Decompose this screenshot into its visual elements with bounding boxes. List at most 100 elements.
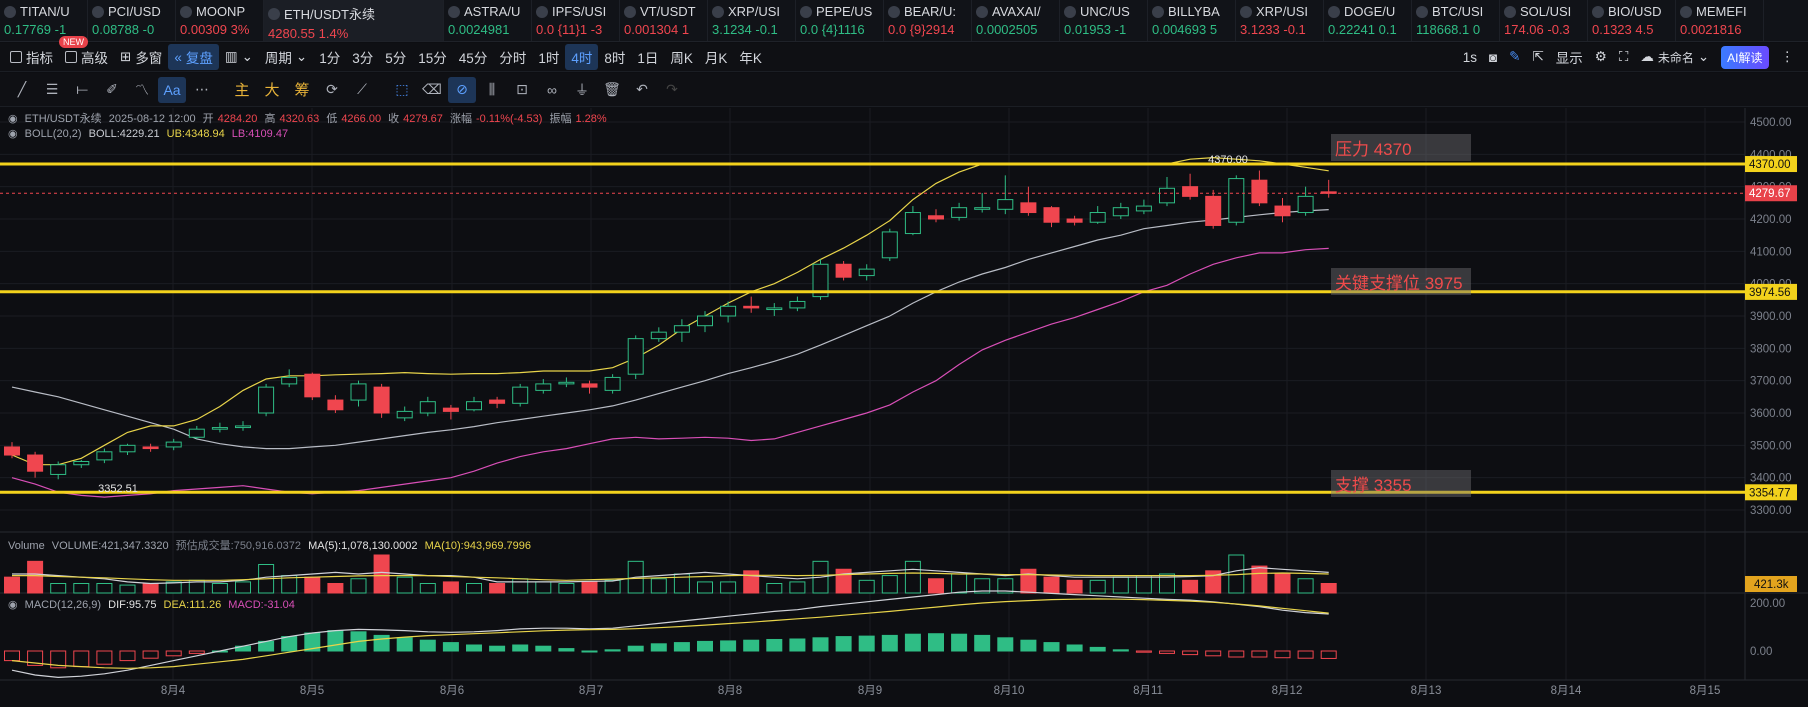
ticker-7[interactable]: XRP/USI 3.1234 -0.1 bbox=[708, 0, 796, 41]
ticker-3[interactable]: ETH/USDT永续 4280.55 1.4% bbox=[264, 0, 444, 41]
ticker-15[interactable]: BTC/USI 118668.1 0 bbox=[1412, 0, 1500, 41]
ticker-13[interactable]: XRP/USI 3.1233 -0.1 bbox=[1236, 0, 1324, 41]
fullscreen-icon[interactable]: ⛶ bbox=[1618, 49, 1629, 64]
pen-icon[interactable]: ✎ bbox=[1509, 49, 1521, 64]
volume-bar bbox=[396, 576, 413, 594]
ticker-14[interactable]: DOGE/U 0.22241 0.1 bbox=[1324, 0, 1412, 41]
replay-button[interactable]: «复盘 bbox=[168, 44, 219, 70]
layout-save-button[interactable]: ☁ 未命名 ⌄ bbox=[1640, 49, 1710, 65]
interval-12[interactable]: 年K bbox=[739, 51, 762, 66]
candle-body bbox=[673, 325, 690, 333]
filter-icon[interactable]: ⏚ bbox=[575, 81, 589, 98]
date-axis-label: 8月13 bbox=[1411, 685, 1442, 697]
lock-icon[interactable]: ⊡ bbox=[516, 81, 528, 97]
more-options-icon[interactable]: ⋮ bbox=[1780, 49, 1795, 64]
chip-toggle[interactable]: 筹 bbox=[294, 82, 310, 99]
macd-histogram-bar bbox=[1182, 650, 1199, 656]
support-annotation[interactable]: 支撑 3355 bbox=[1331, 470, 1471, 497]
candle-body bbox=[27, 454, 44, 472]
ticker-4[interactable]: ASTRA/U 0.0024981 bbox=[444, 0, 532, 41]
ticker-12[interactable]: BILLYBA 0.004693 5 bbox=[1148, 0, 1236, 41]
eraser-icon[interactable]: ⌫ bbox=[422, 81, 442, 97]
interval-2[interactable]: 5分 bbox=[385, 51, 407, 66]
multi-window-button[interactable]: ⊞ 多窗 bbox=[120, 49, 163, 66]
interval-8[interactable]: 8时 bbox=[604, 51, 626, 66]
ticker-2[interactable]: MOONP 0.00309 3% bbox=[176, 0, 264, 41]
ticker-6[interactable]: VT/USDT 0.001304 1 bbox=[620, 0, 708, 41]
ticker-0[interactable]: TITAN/U 0.17769 -1 bbox=[0, 0, 88, 41]
horizontal-lines-icon[interactable]: ☰ bbox=[45, 81, 59, 97]
candle-body bbox=[1182, 186, 1199, 197]
redo-icon[interactable]: ↷ bbox=[666, 81, 678, 97]
ticker-17[interactable]: BIO/USD 0.1323 4.5 bbox=[1588, 0, 1676, 41]
key-support-annotation[interactable]: 关键支撑位 3975 bbox=[1331, 268, 1471, 295]
interval-1[interactable]: 3分 bbox=[352, 51, 374, 66]
volume-bar bbox=[1112, 576, 1129, 594]
big-trade-toggle[interactable]: 大 bbox=[264, 82, 280, 99]
interval-5[interactable]: 分时 bbox=[499, 51, 527, 66]
display-button[interactable]: 显示 bbox=[1555, 51, 1583, 66]
link-icon[interactable]: ∞ bbox=[547, 81, 557, 98]
date-axis-label: 8月8 bbox=[718, 685, 742, 697]
ticker-1[interactable]: PCI/USD 0.08788 -0 bbox=[88, 0, 176, 41]
candle-body bbox=[766, 307, 783, 311]
sync-icon[interactable]: ⟳ bbox=[326, 81, 338, 97]
volume-bar bbox=[119, 584, 136, 594]
interval-6[interactable]: 1时 bbox=[538, 51, 560, 66]
more-tools-icon[interactable]: ⋯ bbox=[195, 81, 209, 97]
ticker-5[interactable]: IPFS/USI 0.0 {11}1 -3 bbox=[532, 0, 620, 41]
chart-type-button[interactable]: ▥ ⌄ bbox=[219, 44, 259, 70]
settings-icon[interactable]: ⚙ bbox=[1594, 49, 1607, 64]
date-axis-label: 8月9 bbox=[858, 685, 882, 697]
indicator-button[interactable]: 指标 NEW bbox=[4, 36, 88, 70]
interval-7[interactable]: 4时 bbox=[565, 44, 599, 70]
ticker-16[interactable]: SOL/USI 174.06 -0.3 bbox=[1500, 0, 1588, 41]
wave-icon[interactable]: 〽 bbox=[135, 81, 149, 98]
camera-icon[interactable]: ◙ bbox=[1488, 49, 1498, 65]
interval-4[interactable]: 45分 bbox=[458, 51, 488, 66]
period-dropdown[interactable]: 周期 ⌄ bbox=[264, 49, 308, 66]
chevron-down-icon: ⌄ bbox=[295, 49, 308, 64]
volume-bar bbox=[235, 581, 251, 594]
volume-bar bbox=[951, 573, 968, 594]
refresh-rate[interactable]: 1s bbox=[1462, 49, 1477, 65]
text-tool-icon[interactable]: Aa bbox=[158, 76, 186, 103]
interval-11[interactable]: 月K bbox=[704, 51, 728, 66]
volume-bar bbox=[881, 575, 898, 594]
magnet-icon[interactable]: ⊘ bbox=[448, 76, 476, 103]
candle-body bbox=[928, 215, 944, 220]
interval-9[interactable]: 1日 bbox=[637, 51, 659, 66]
ticker-11[interactable]: UNC/US 0.01953 -1 bbox=[1060, 0, 1148, 41]
advanced-button[interactable]: 高级 bbox=[59, 44, 114, 70]
ticker-9[interactable]: BEAR/U: 0.0 {9}2914 bbox=[884, 0, 972, 41]
cloud-icon: ☁ bbox=[1640, 49, 1654, 64]
trend-line-icon[interactable]: ╱ bbox=[17, 81, 27, 97]
trash-icon[interactable]: 🗑 bbox=[603, 81, 621, 97]
measure-icon[interactable]: ⟋ bbox=[357, 81, 367, 97]
interval-3[interactable]: 15分 bbox=[418, 51, 447, 66]
replay-icon: « bbox=[174, 49, 182, 65]
share-icon[interactable]: ⇱ bbox=[1532, 49, 1544, 64]
main-chart-toggle[interactable]: 主 bbox=[234, 82, 250, 99]
select-icon[interactable]: ⬚ bbox=[395, 81, 409, 97]
ticker-18[interactable]: MEMEFI 0.0021816 bbox=[1676, 0, 1764, 41]
candle-icon[interactable]: ⫼ bbox=[488, 81, 496, 97]
ticker-10[interactable]: AVAXAI/0.0002505 bbox=[972, 0, 1060, 41]
macd-histogram-bar bbox=[535, 645, 552, 652]
ohlc-legend: ◉ ETH/USDT永续 2025-08-12 12:00 开 4284.20 高… bbox=[8, 113, 607, 125]
horizontal-ray-icon[interactable]: ⟝ bbox=[76, 81, 88, 97]
undo-icon[interactable]: ↶ bbox=[636, 81, 648, 97]
ticker-8[interactable]: PEPE/US 0.0 {4}1116 bbox=[796, 0, 884, 41]
volume-bar bbox=[1320, 583, 1337, 594]
interval-0[interactable]: 1分 bbox=[319, 51, 341, 66]
pressure-annotation[interactable]: 压力 4370 bbox=[1331, 134, 1471, 161]
candle-body bbox=[558, 381, 575, 385]
interval-10[interactable]: 周K bbox=[670, 51, 693, 66]
ai-button[interactable]: AI解读 bbox=[1715, 44, 1774, 70]
volume-bar bbox=[50, 583, 67, 594]
macd-histogram-bar bbox=[142, 650, 159, 659]
volume-bar bbox=[327, 583, 344, 594]
macd-histogram-bar bbox=[4, 650, 20, 662]
ruler-icon[interactable]: ✐ bbox=[106, 81, 118, 97]
